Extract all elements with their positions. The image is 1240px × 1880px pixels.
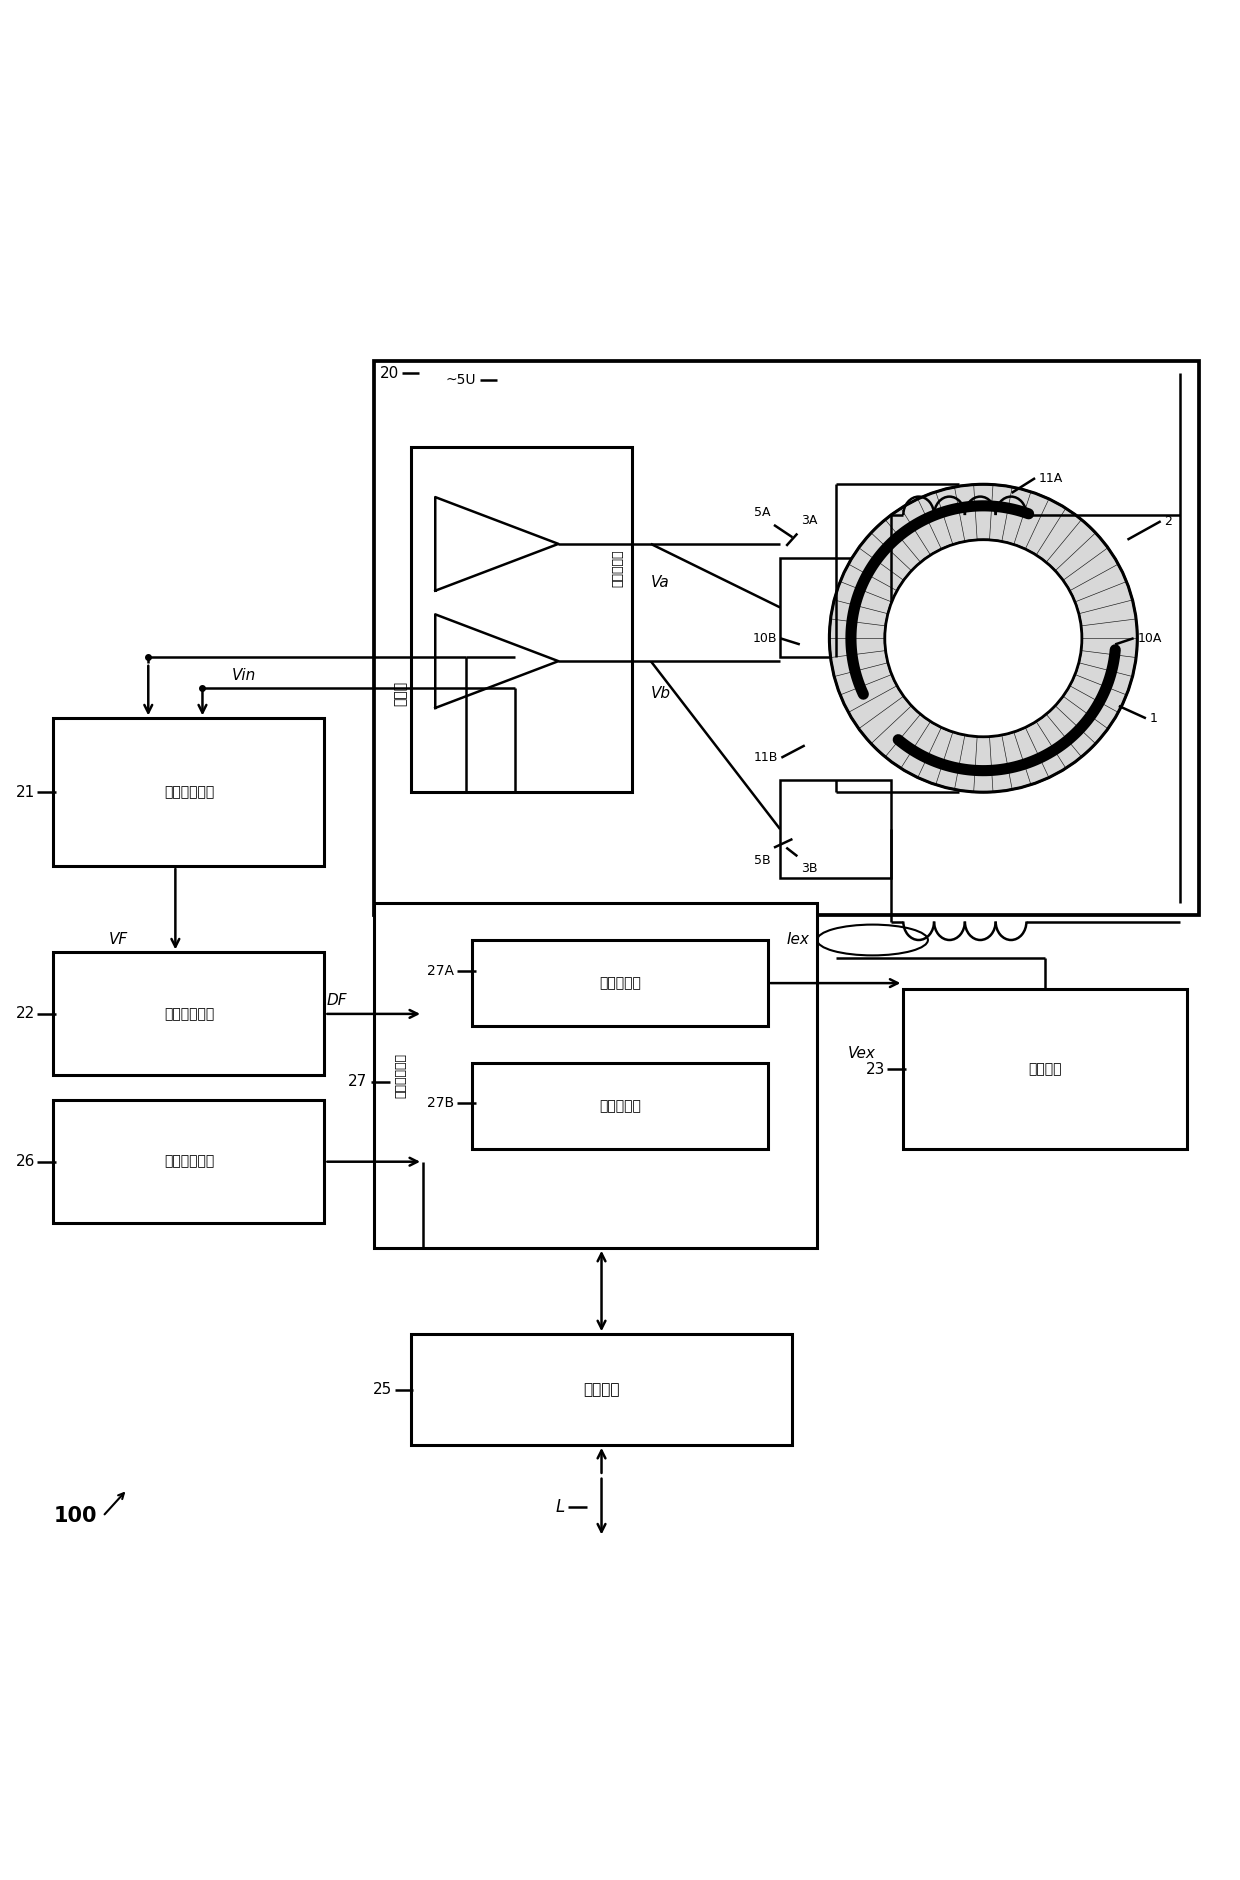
Bar — [53, 953, 325, 1075]
Text: 20: 20 — [379, 367, 399, 382]
Text: 10A: 10A — [1137, 632, 1162, 645]
Bar — [373, 361, 1199, 916]
Text: 2: 2 — [1164, 515, 1172, 528]
Text: 5B: 5B — [754, 854, 770, 867]
Text: 10B: 10B — [753, 632, 777, 645]
Text: Va: Va — [651, 575, 670, 590]
Text: 前置放大器: 前置放大器 — [611, 549, 624, 587]
Text: Vin: Vin — [232, 667, 257, 682]
Bar — [472, 1064, 768, 1149]
Bar — [373, 902, 817, 1248]
Text: Vb: Vb — [651, 686, 671, 701]
Text: 11B: 11B — [753, 752, 777, 763]
Text: 励磁控制部: 励磁控制部 — [599, 976, 641, 991]
Text: 信号放大电路: 信号放大电路 — [164, 786, 215, 799]
Bar — [53, 1100, 325, 1224]
Text: DF: DF — [326, 993, 347, 1008]
Text: 传送电路: 传送电路 — [583, 1382, 620, 1397]
Text: 运算处理电路: 运算处理电路 — [394, 1053, 407, 1098]
Text: 设定显示电路: 设定显示电路 — [164, 1154, 215, 1169]
Text: 27: 27 — [348, 1073, 367, 1089]
Bar — [472, 940, 768, 1026]
Text: 检测部: 检测部 — [394, 681, 408, 707]
Bar — [410, 447, 632, 791]
Text: 1: 1 — [1149, 713, 1157, 726]
Text: 11A: 11A — [1039, 472, 1063, 485]
Bar — [410, 1335, 792, 1446]
Text: 3B: 3B — [801, 863, 817, 876]
Text: Iex: Iex — [786, 932, 810, 948]
Text: 100: 100 — [53, 1506, 97, 1527]
Text: Vex: Vex — [848, 1045, 875, 1060]
Text: 信号检测电路: 信号检测电路 — [164, 1008, 215, 1021]
Bar — [903, 989, 1187, 1149]
Text: 27B: 27B — [427, 1096, 454, 1109]
Text: 25: 25 — [373, 1382, 392, 1397]
Text: 流量算出部: 流量算出部 — [599, 1100, 641, 1113]
Text: VF: VF — [109, 932, 128, 948]
Text: 26: 26 — [16, 1154, 35, 1169]
Text: 22: 22 — [16, 1006, 35, 1021]
Bar — [780, 780, 892, 878]
Bar — [780, 558, 892, 656]
Text: L: L — [556, 1498, 564, 1515]
Text: 5A: 5A — [754, 506, 770, 519]
Text: 3A: 3A — [801, 515, 817, 528]
Text: ~5U: ~5U — [445, 372, 476, 387]
Text: 23: 23 — [866, 1062, 885, 1077]
Text: 27A: 27A — [427, 964, 454, 978]
Circle shape — [885, 540, 1081, 737]
Text: 21: 21 — [16, 784, 35, 799]
Text: 励磁电路: 励磁电路 — [1028, 1062, 1061, 1077]
Bar — [53, 718, 325, 867]
